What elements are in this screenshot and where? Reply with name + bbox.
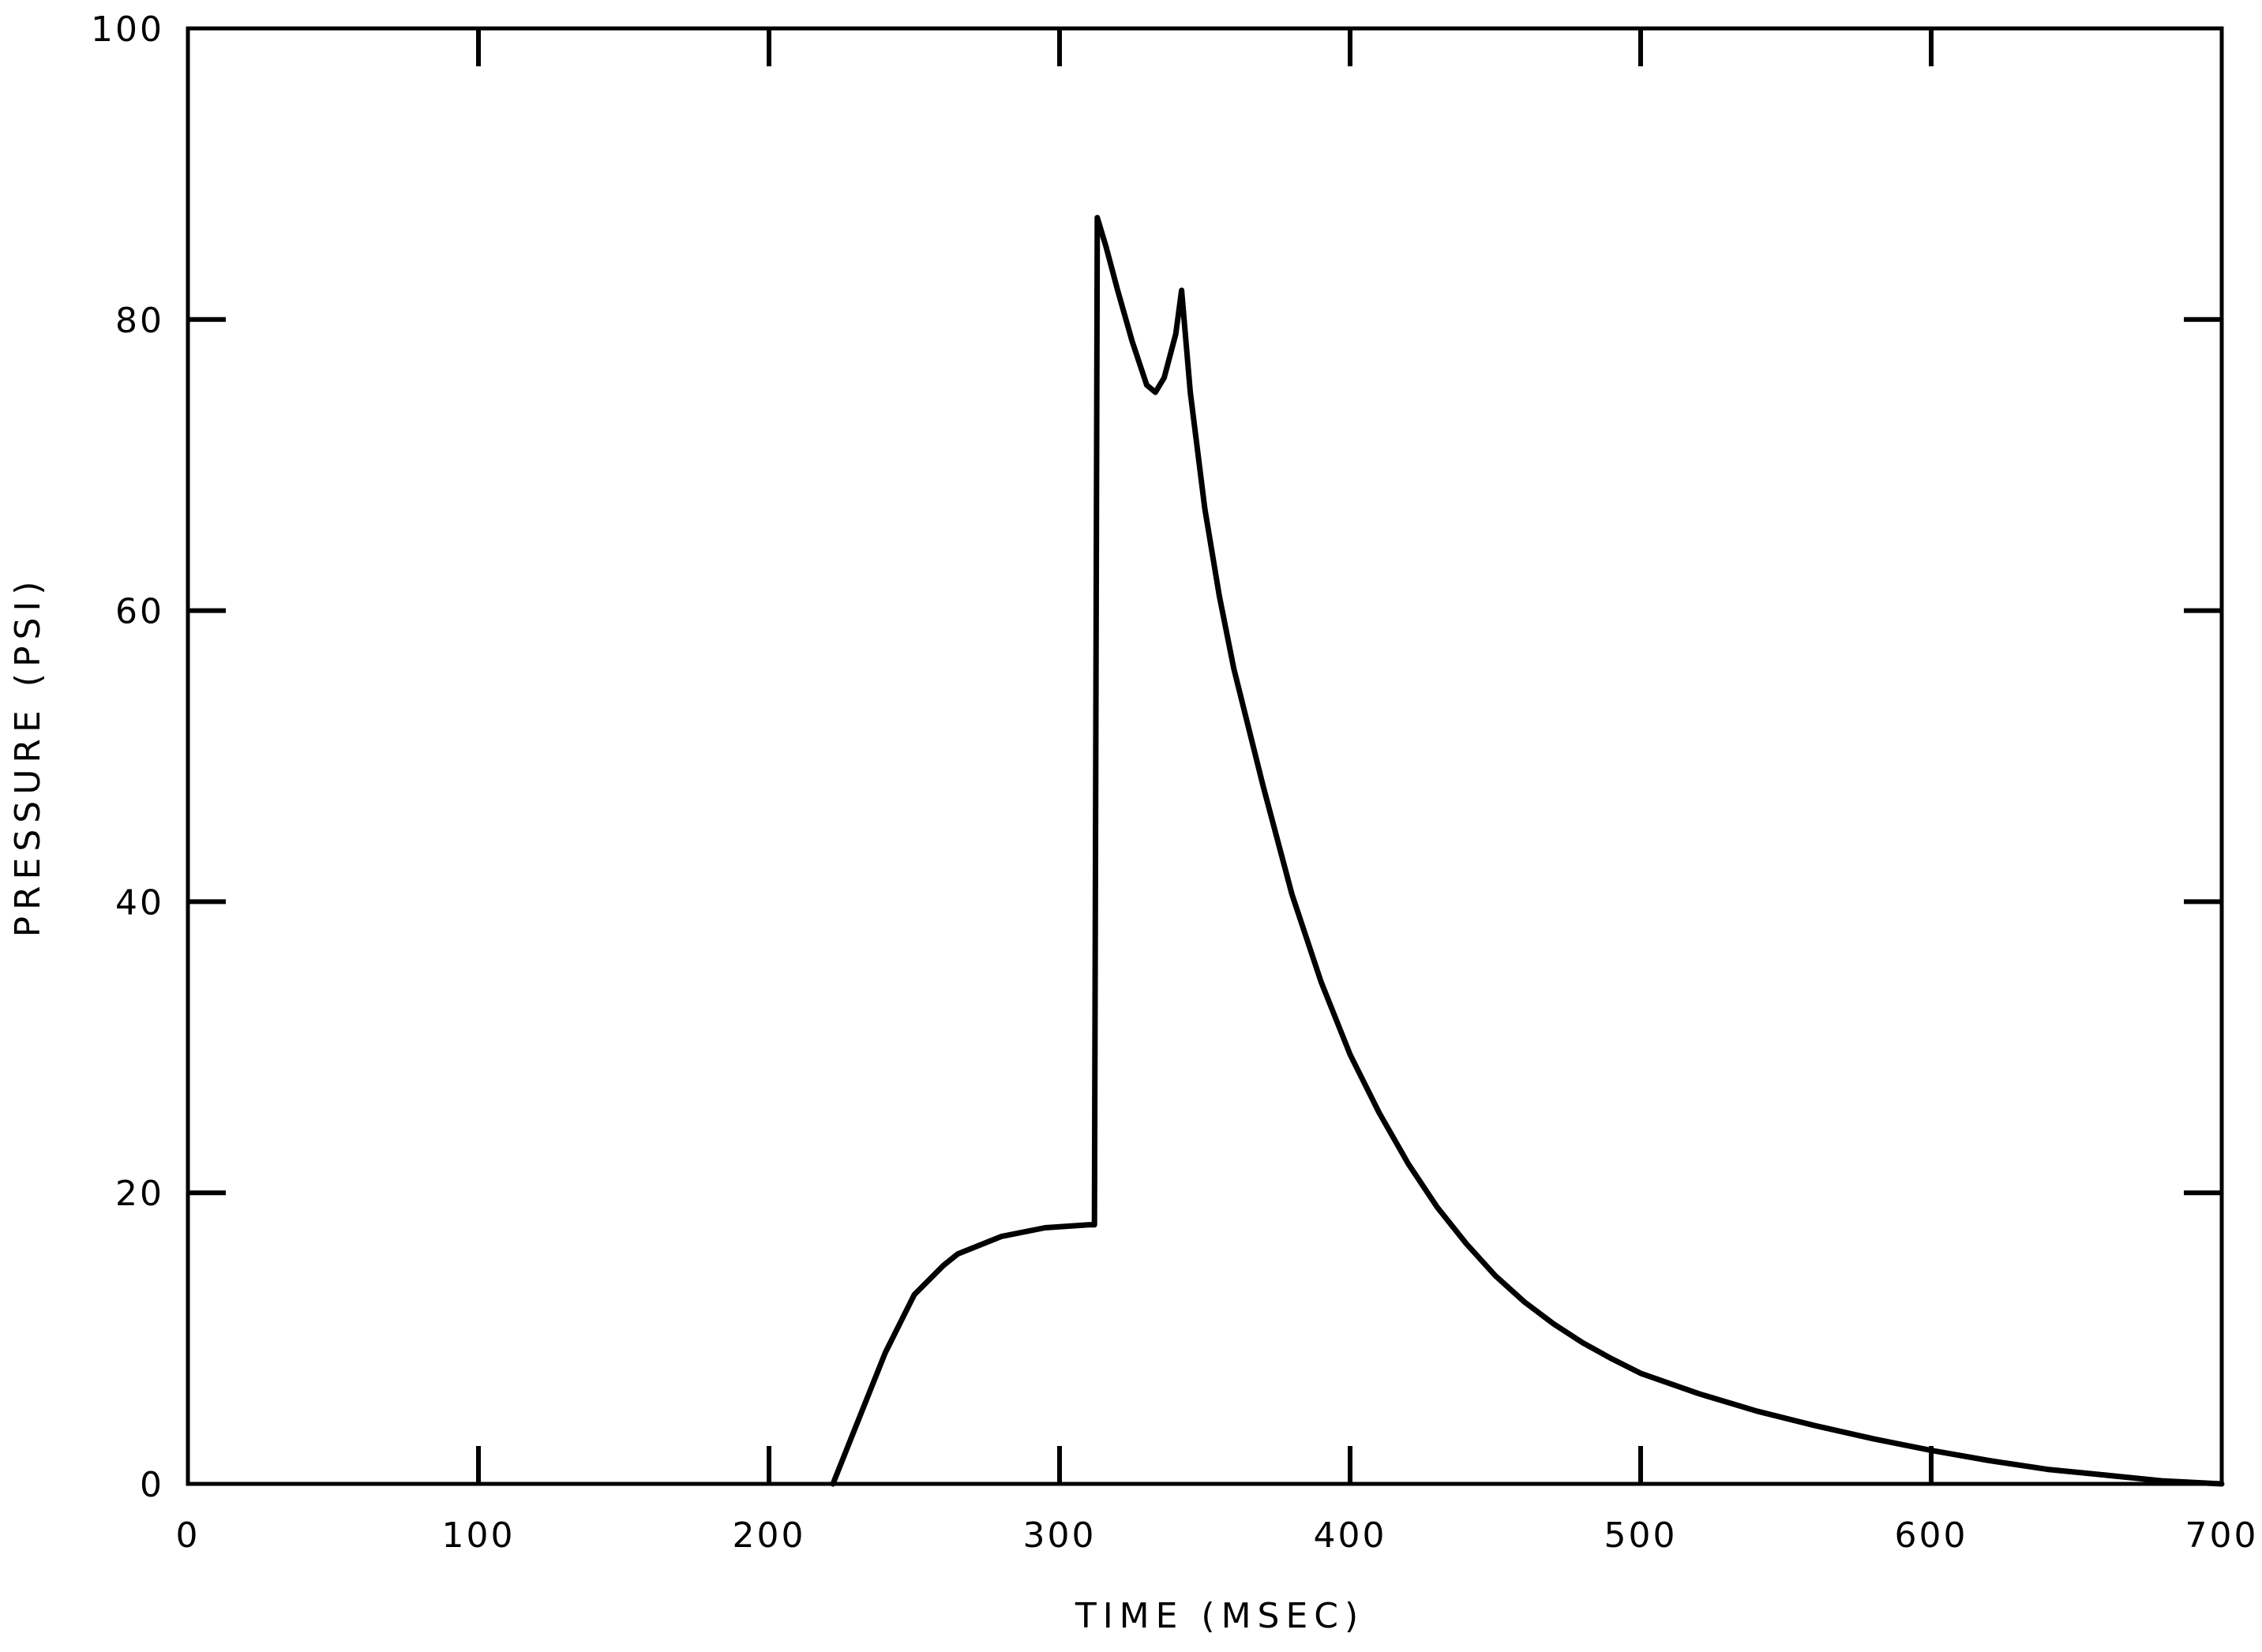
x-tick-labels: 0 100 200 300 400 500 600 700 [176, 1515, 2259, 1556]
y-axis-label: PRESSURE (PSI) [8, 575, 48, 937]
y-tick-label: 40 [115, 882, 164, 923]
y-tick-label: 20 [115, 1174, 164, 1214]
x-tick-label: 600 [1895, 1515, 1968, 1556]
x-axis-label: TIME (MSEC) [1075, 1596, 1364, 1636]
x-tick-label: 0 [176, 1515, 201, 1556]
plot-frame [186, 26, 2224, 1486]
x-tick-label: 200 [733, 1515, 806, 1556]
y-tick-label: 100 [91, 9, 164, 50]
x-tick-label: 700 [2185, 1515, 2259, 1556]
x-tick-label: 500 [1604, 1515, 1678, 1556]
series-line [830, 215, 2225, 1487]
y-tick-label: 0 [140, 1465, 164, 1505]
y-tick-label: 60 [115, 592, 164, 632]
tick-marks [188, 28, 2222, 1484]
x-tick-label: 400 [1314, 1515, 1387, 1556]
series-group [830, 215, 2225, 1487]
y-tick-labels: 0 20 40 60 80 100 [91, 9, 164, 1505]
x-tick-label: 300 [1023, 1515, 1097, 1556]
x-tick-label: 100 [442, 1515, 516, 1556]
y-tick-label: 80 [115, 301, 164, 341]
